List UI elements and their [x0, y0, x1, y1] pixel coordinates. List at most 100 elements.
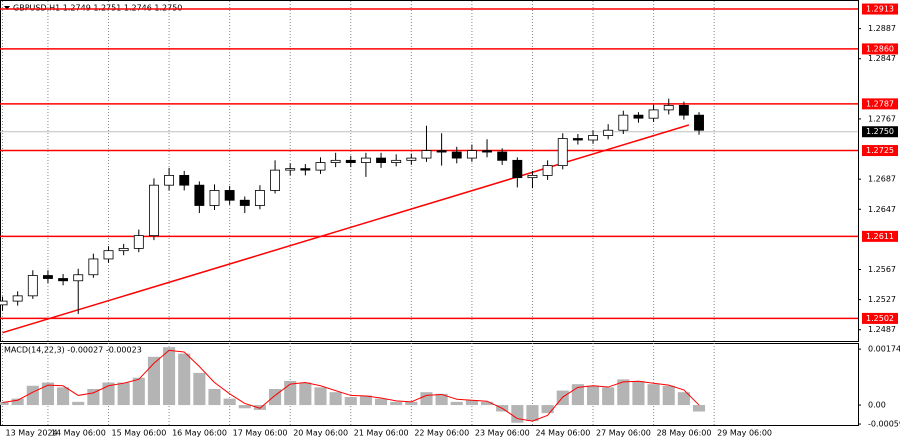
macd-bar — [632, 380, 645, 406]
macd-bar — [132, 377, 145, 406]
candle-body — [73, 274, 84, 282]
candle-body — [285, 168, 296, 171]
macd-bar — [374, 398, 388, 406]
level-label-box — [862, 312, 898, 324]
last-price-box — [862, 126, 898, 138]
candle-body — [345, 159, 356, 163]
y-tick-label: 1.2847 — [868, 54, 896, 63]
macd-bar — [253, 405, 266, 410]
macd-bar — [390, 401, 403, 406]
macd-bar — [647, 384, 660, 406]
level-label-box — [862, 98, 898, 110]
macd-bar — [41, 382, 55, 406]
candle-body — [360, 157, 371, 163]
x-tick-label: 20 May 06:00 — [293, 429, 348, 438]
macd-bar — [677, 392, 690, 406]
level-label-box — [862, 43, 898, 55]
level-label-box — [862, 230, 898, 242]
candle-body — [239, 199, 250, 206]
level-label: 1.2913 — [866, 5, 894, 14]
candle-body — [179, 174, 190, 186]
macd-bar — [662, 385, 675, 406]
macd-bar — [269, 388, 282, 406]
candle-body — [118, 248, 129, 252]
candle-body — [542, 165, 553, 176]
y-tick-label: 1.2487 — [868, 325, 896, 334]
macd-bar — [617, 379, 630, 406]
candle-body — [663, 104, 674, 111]
candle-body — [58, 278, 69, 282]
candle-body — [406, 157, 417, 161]
macd-bar — [480, 401, 494, 406]
candle-body — [527, 174, 538, 179]
candle-body — [43, 275, 53, 279]
macd-bar — [147, 356, 160, 406]
macd-bar — [692, 405, 706, 412]
y-tick-label: 1.2527 — [868, 295, 896, 304]
macd-bar — [72, 401, 85, 406]
candle-body — [633, 114, 644, 119]
candle-body — [12, 295, 23, 302]
candle-body — [103, 250, 114, 260]
level-label-box — [862, 3, 898, 15]
candle-body — [88, 258, 99, 276]
candle-body — [330, 159, 341, 163]
x-tick-label: 27 May 06:00 — [596, 429, 651, 438]
candle-body — [618, 114, 629, 131]
macd-bar — [208, 388, 221, 406]
macd-bar — [526, 405, 539, 422]
x-tick-label: 14 May 06:00 — [51, 429, 106, 438]
macd-bar — [0, 401, 9, 406]
candle-body — [315, 162, 326, 171]
macd-bar — [450, 401, 463, 406]
macd-bar — [57, 387, 70, 406]
candle-body — [436, 150, 447, 153]
macd-bar — [314, 387, 327, 406]
level-label: 1.2787 — [866, 99, 894, 108]
macd-bar — [223, 398, 236, 406]
macd-bar — [435, 393, 448, 406]
y-tick-label: 1.2767 — [868, 114, 896, 123]
y-tick-label: 0.00 — [868, 401, 886, 410]
macd-bar — [359, 395, 372, 406]
candle-body — [133, 235, 144, 249]
candle-body — [300, 168, 311, 171]
candle-body — [694, 114, 704, 131]
candle-body — [194, 184, 205, 206]
macd-bar — [102, 382, 115, 406]
macd-bar — [238, 405, 251, 409]
level-label: 1.2860 — [866, 44, 894, 53]
x-tick-label: 29 May 06:00 — [717, 429, 772, 438]
macd-bar — [11, 398, 24, 406]
trendline — [2, 124, 690, 334]
macd-bar — [193, 372, 206, 406]
candle-body — [209, 190, 220, 206]
macd-bar — [602, 387, 615, 406]
macd-bar — [465, 400, 478, 406]
candle-body — [648, 109, 659, 119]
candle-body — [603, 129, 614, 136]
level-label: 1.2725 — [866, 146, 894, 155]
x-tick-label: 13 May 2024 — [6, 429, 58, 438]
x-tick-label: 17 May 06:00 — [233, 429, 288, 438]
macd-bar — [344, 397, 357, 406]
macd-bar — [299, 382, 312, 406]
macd-bar — [420, 392, 433, 406]
y-tick-label: 0.00174 — [868, 345, 900, 354]
candle-body — [254, 190, 265, 206]
macd-bar — [26, 385, 39, 406]
candle-body — [451, 151, 462, 159]
candle-body — [557, 138, 568, 167]
candle-body — [224, 190, 235, 201]
candle-body — [421, 150, 432, 159]
macd-panel-frame — [0, 343, 859, 426]
candle-body — [466, 150, 477, 159]
level-label: 1.2611 — [866, 232, 894, 241]
chart-title: GBPUSD,H1 1.2749 1.2751 1.2746 1.2750 — [13, 4, 182, 13]
macd-bar — [586, 385, 600, 406]
candle-body — [482, 150, 492, 153]
candle-body — [270, 169, 281, 191]
macd-bar — [178, 353, 191, 406]
candle-body — [512, 159, 523, 179]
